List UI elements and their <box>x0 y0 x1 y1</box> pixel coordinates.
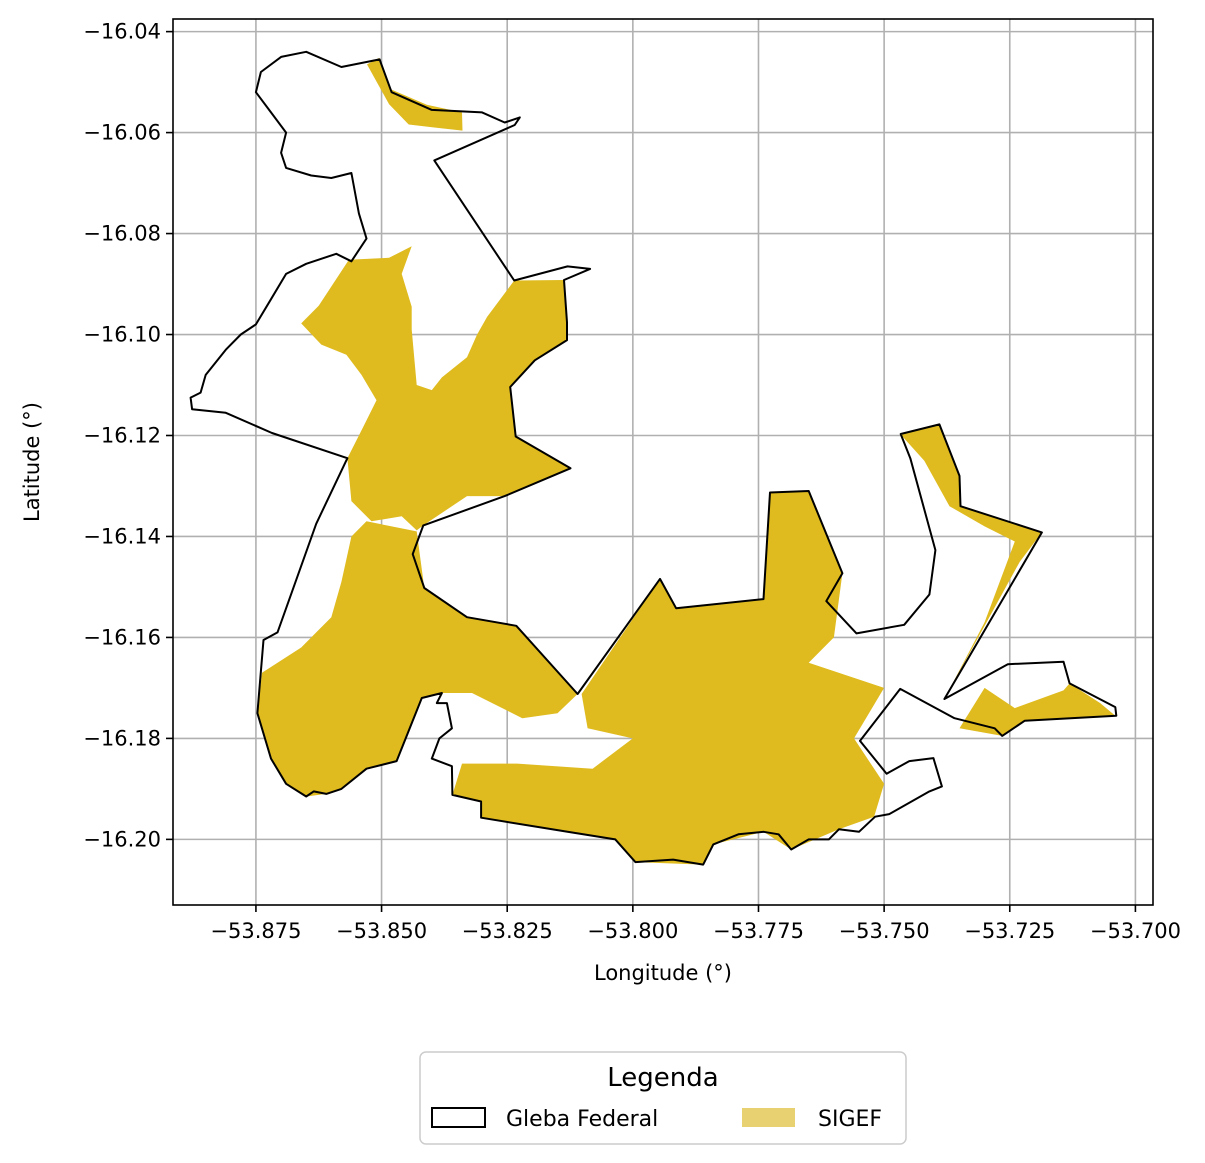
x-axis-ticks: −53.875 −53.850 −53.825 −53.800 −53.775 −53.7… <box>210 905 1181 943</box>
y-tick-label-6: −16.16 <box>83 625 161 649</box>
y-axis-ticks: −16.04 −16.06 −16.08 −16.10 −16.12 −16.14 −16.… <box>83 20 173 851</box>
sigef-parcel-3 <box>452 491 885 865</box>
legend: Legenda Gleba Federal SIGEF <box>419 1051 907 1145</box>
y-tick-label-0: −16.04 <box>83 20 161 44</box>
y-axis-label: Latitude (°) <box>20 402 44 522</box>
x-tick-label-0: −53.875 <box>210 919 301 943</box>
y-tick-label-8: −16.20 <box>83 827 161 851</box>
y-tick-label-7: −16.18 <box>83 726 161 750</box>
plot-frame <box>172 18 1154 906</box>
sigef-parcel-4 <box>900 424 1042 699</box>
x-tick-label-4: −53.775 <box>713 919 804 943</box>
legend-swatch-sigef <box>742 1108 795 1127</box>
y-tick-label-5: −16.14 <box>83 524 161 548</box>
x-tick-label-1: −53.850 <box>336 919 427 943</box>
sigef-parcel-0 <box>367 57 463 131</box>
x-tick-label-3: −53.800 <box>587 919 678 943</box>
legend-label-sigef: SIGEF <box>818 1107 882 1132</box>
legend-swatch-gleba-federal <box>431 1107 486 1128</box>
x-tick-label-2: −53.825 <box>462 919 553 943</box>
x-axis-label: Longitude (°) <box>594 961 732 985</box>
gridlines <box>173 19 1153 905</box>
sigef-parcel-1 <box>301 246 571 531</box>
x-tick-label-5: −53.750 <box>839 919 930 943</box>
y-tick-label-1: −16.06 <box>83 121 161 145</box>
sigef-parcel-5 <box>959 683 1116 736</box>
x-tick-label-7: −53.700 <box>1090 919 1181 943</box>
legend-label-gleba-federal: Gleba Federal <box>506 1107 658 1132</box>
sigef-parcels <box>257 57 1116 865</box>
y-tick-label-2: −16.08 <box>83 222 161 246</box>
legend-title: Legenda <box>607 1063 718 1093</box>
gleba-federal-outline-0 <box>189 50 1118 866</box>
sigef-parcel-2 <box>257 521 578 797</box>
x-tick-label-6: −53.725 <box>964 919 1055 943</box>
gleba-federal-boundary <box>189 50 1118 866</box>
y-tick-label-4: −16.12 <box>83 423 161 447</box>
y-tick-label-3: −16.10 <box>83 323 161 347</box>
